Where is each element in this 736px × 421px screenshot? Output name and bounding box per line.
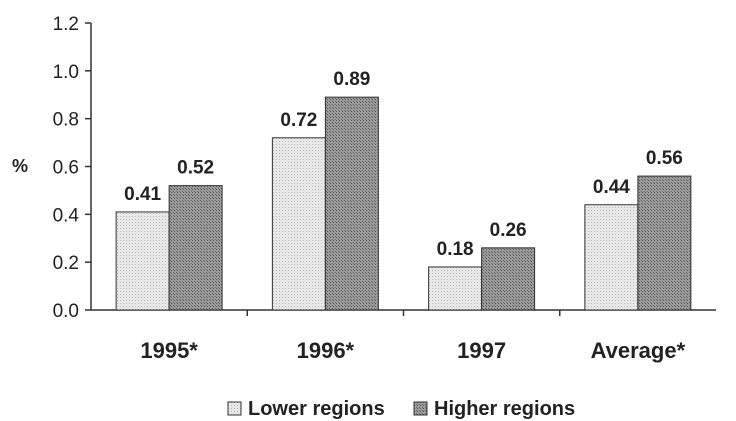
bar-higher-regions — [637, 175, 692, 311]
legend-swatch — [227, 401, 242, 416]
x-category-label: Average* — [591, 338, 686, 363]
bar-higher-regions — [324, 96, 379, 311]
y-tick-label: 0.6 — [53, 158, 79, 179]
data-label: 0.44 — [593, 177, 630, 198]
bar-lower-regions — [584, 204, 639, 311]
data-label: 0.18 — [437, 239, 474, 260]
y-tick-label: 1.0 — [53, 62, 79, 83]
x-category-label: 1996* — [297, 338, 355, 363]
y-tick-label: 0.0 — [53, 301, 79, 322]
bars — [115, 96, 692, 311]
legend-label: Higher regions — [434, 398, 575, 420]
data-labels: 0.41 0.52 0.72 0.89 0.18 0.26 0.44 0.56 — [124, 69, 683, 260]
y-tick-label: 0.4 — [53, 205, 80, 226]
data-label: 0.52 — [177, 158, 214, 179]
data-label: 0.89 — [333, 69, 370, 90]
legend-swatch — [413, 401, 428, 416]
data-label: 0.56 — [646, 148, 683, 169]
y-ticks: 0.0 0.2 0.4 0.6 0.8 1.0 1.2 — [53, 14, 91, 322]
x-category-label: 1997 — [457, 338, 506, 363]
bar-higher-regions — [481, 247, 536, 311]
bar-lower-regions — [428, 266, 483, 311]
legend-label: Lower regions — [248, 398, 385, 420]
bar-lower-regions — [271, 137, 326, 311]
y-tick-label: 0.2 — [53, 253, 79, 274]
bar-lower-regions — [115, 211, 170, 311]
category-labels: 1995* 1996* 1997 Average* — [140, 338, 685, 363]
y-axis-label: % — [12, 156, 28, 176]
legend: Lower regions Higher regions — [227, 398, 575, 420]
x-category-label: 1995* — [140, 338, 198, 363]
x-ticks — [246, 310, 561, 316]
data-label: 0.72 — [280, 110, 317, 131]
bar-higher-regions — [168, 185, 223, 311]
y-tick-label: 1.2 — [53, 14, 79, 35]
data-label: 0.41 — [124, 184, 161, 205]
y-tick-label: 0.8 — [53, 110, 79, 131]
data-label: 0.26 — [490, 220, 527, 241]
